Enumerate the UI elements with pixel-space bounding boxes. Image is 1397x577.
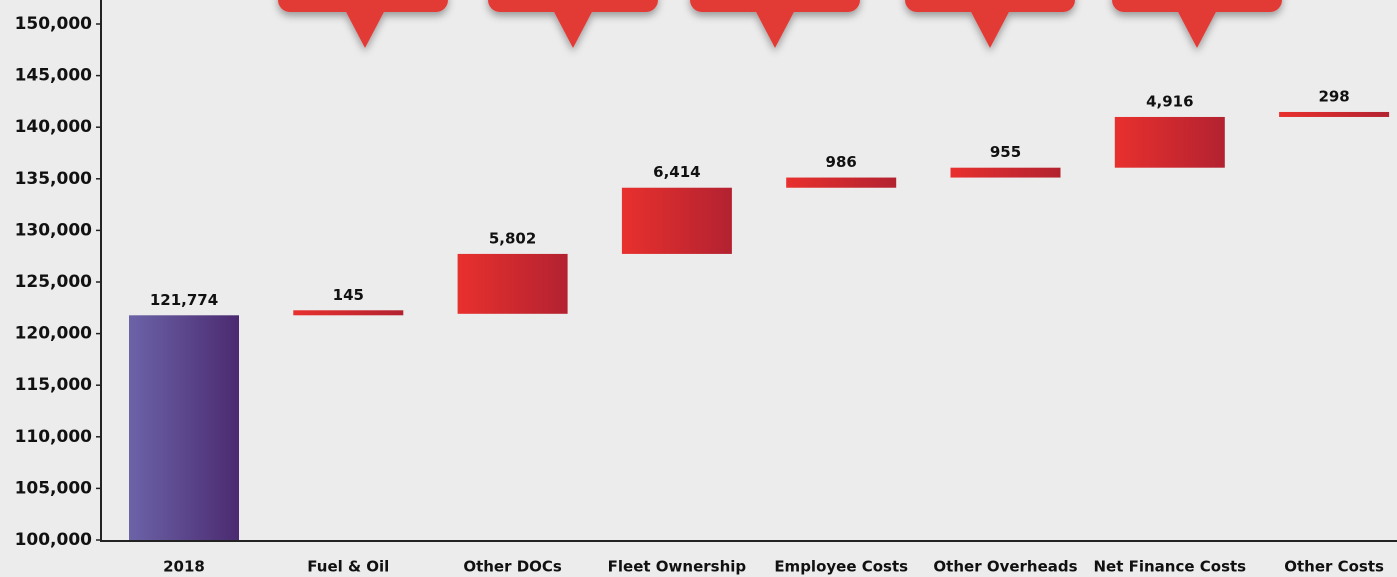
bar xyxy=(621,187,732,254)
bar xyxy=(786,177,897,188)
y-tick-label: 130,000 xyxy=(15,220,93,240)
value-label: 4,916 xyxy=(1146,92,1193,110)
x-tick-label: Fuel & Oil xyxy=(307,558,389,576)
x-tick-label: Other Costs xyxy=(1284,558,1384,576)
value-label: 298 xyxy=(1318,87,1349,105)
callout-pointer xyxy=(345,10,385,48)
y-tick-label: 110,000 xyxy=(15,427,93,447)
x-tick-label: Employee Costs xyxy=(774,558,908,576)
callout-pointer xyxy=(755,10,795,48)
x-tick-label: Other DOCs xyxy=(463,558,562,576)
y-tick-label: 105,000 xyxy=(15,478,93,498)
value-label: 5,802 xyxy=(489,229,536,247)
value-label: 955 xyxy=(990,143,1021,161)
bar xyxy=(1114,116,1225,168)
y-tick-label: 140,000 xyxy=(15,117,93,137)
callout-pointer xyxy=(553,10,593,48)
y-tick-label: 150,000 xyxy=(15,14,93,34)
x-tick-label: Fleet Ownership xyxy=(608,558,747,576)
bar xyxy=(129,315,239,540)
x-tick-label: Net Finance Costs xyxy=(1093,558,1246,576)
callout xyxy=(278,0,448,12)
callout-pointer xyxy=(1177,10,1217,48)
x-tick-label: Other Overheads xyxy=(933,558,1077,576)
y-tick-label: 145,000 xyxy=(15,66,93,86)
bar xyxy=(293,310,404,316)
y-tick-label: 135,000 xyxy=(15,169,93,189)
value-label: 121,774 xyxy=(150,291,218,309)
y-tick-label: 115,000 xyxy=(15,375,93,395)
bar xyxy=(1279,111,1390,117)
bar xyxy=(950,167,1061,178)
callout xyxy=(488,0,658,12)
x-tick-label: 2018 xyxy=(163,558,205,576)
callout xyxy=(1112,0,1282,12)
value-label: 986 xyxy=(826,153,857,171)
callout xyxy=(905,0,1075,12)
value-label: 145 xyxy=(333,286,364,304)
value-label: 6,414 xyxy=(653,163,700,181)
y-tick-label: 125,000 xyxy=(15,272,93,292)
callout xyxy=(690,0,860,12)
callouts xyxy=(278,0,1282,48)
callout-pointer xyxy=(970,10,1010,48)
bar xyxy=(457,253,568,314)
y-tick-label: 120,000 xyxy=(15,324,93,344)
y-tick-label: 100,000 xyxy=(15,530,93,550)
